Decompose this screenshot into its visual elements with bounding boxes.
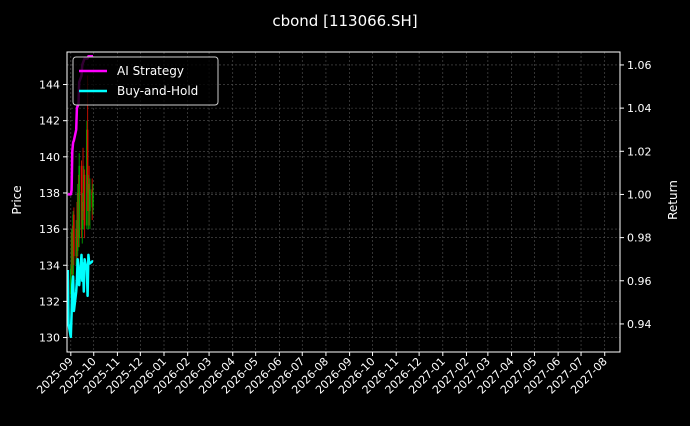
y2-tick-label: 1.04 — [627, 102, 652, 115]
y-axis-label: Price — [10, 185, 24, 214]
y-tick-label: 140 — [39, 151, 60, 164]
y-tick-label: 136 — [39, 223, 60, 236]
legend-label-buy-and-hold: Buy-and-Hold — [117, 84, 198, 98]
chart-title: cbond [113066.SH] — [272, 12, 417, 30]
y-tick-label: 130 — [39, 332, 60, 345]
y-tick-label: 134 — [39, 259, 60, 272]
candle-body — [80, 165, 83, 230]
y-tick-label: 144 — [39, 79, 60, 92]
candle-body — [92, 192, 94, 208]
candle-body — [70, 268, 72, 295]
y-tick-label: 132 — [39, 295, 60, 308]
candle-body — [78, 165, 81, 239]
legend: AI Strategy Buy-and-Hold — [72, 56, 219, 106]
y2-tick-label: 0.96 — [627, 275, 652, 288]
y2-tick-label: 0.98 — [627, 232, 652, 245]
y2-tick-label: 0.94 — [627, 318, 652, 331]
candle-body — [86, 129, 89, 193]
buy-and-hold-line — [66, 253, 94, 339]
y2-tick-label: 1.06 — [627, 59, 652, 72]
y2-tick-label: 1.02 — [627, 145, 652, 158]
legend-label-ai-strategy: AI Strategy — [117, 64, 184, 78]
candle-body — [89, 189, 91, 212]
candle-body — [73, 214, 75, 257]
candle-body — [81, 202, 84, 230]
candle-body — [83, 174, 86, 226]
y-tick-label: 142 — [39, 115, 60, 128]
candlesticks — [66, 75, 94, 311]
y2-tick-label: 1.00 — [627, 188, 652, 201]
y-tick-label: 138 — [39, 187, 60, 200]
y2-axis-label: Return — [666, 180, 680, 220]
plot-frame — [66, 51, 621, 353]
